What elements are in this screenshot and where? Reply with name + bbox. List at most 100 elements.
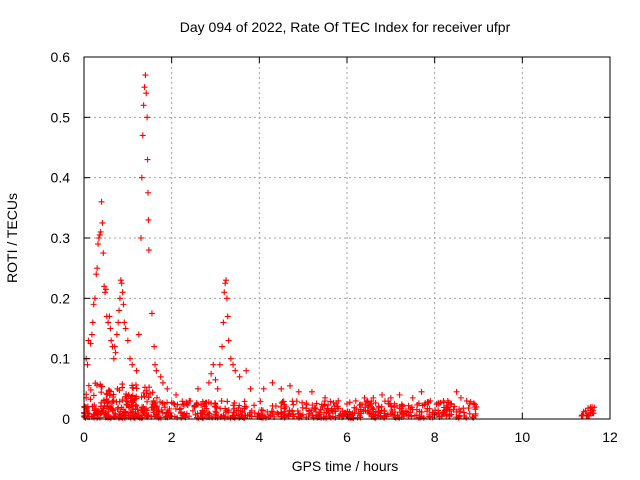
y-axis-label: ROTI / TECUs — [4, 193, 20, 283]
data-point — [144, 189, 151, 196]
data-point — [230, 361, 237, 368]
baseline-point — [103, 405, 110, 412]
data-point — [224, 313, 231, 320]
baseline-point — [313, 400, 320, 407]
axis-ticks — [83, 56, 611, 420]
data-point — [335, 397, 342, 404]
data-point — [116, 307, 123, 314]
baseline-point — [201, 411, 208, 418]
grid-layer — [84, 57, 610, 419]
baseline-point — [141, 410, 148, 417]
data-point — [113, 331, 120, 338]
baseline-point — [378, 403, 385, 410]
data-point — [186, 397, 193, 404]
baseline-point — [403, 407, 410, 414]
data-point — [436, 400, 443, 407]
baseline-point — [463, 397, 470, 404]
baseline-point — [152, 403, 159, 410]
y-tick-labels: 0 0.1 0.2 0.3 0.4 0.5 0.6 — [51, 49, 71, 427]
data-point — [232, 367, 239, 374]
baseline-point — [93, 405, 100, 412]
baseline-point — [224, 398, 231, 405]
baseline-point — [285, 412, 292, 419]
baseline-point — [155, 408, 162, 415]
data-point — [108, 337, 115, 344]
data-point — [96, 231, 103, 238]
baseline-point — [450, 406, 457, 413]
baseline-point — [254, 413, 261, 420]
baseline-point — [435, 399, 442, 406]
baseline-point — [391, 404, 398, 411]
baseline-point — [258, 406, 265, 413]
baseline-point — [261, 413, 268, 420]
data-point — [387, 394, 394, 401]
baseline-point — [98, 383, 105, 390]
data-point — [93, 271, 100, 278]
x-tick-label: 4 — [255, 429, 263, 445]
y-tick-label: 0.6 — [51, 49, 71, 65]
data-point — [142, 72, 149, 79]
data-point — [95, 241, 102, 248]
baseline-point — [281, 405, 288, 412]
baseline-point — [392, 408, 399, 415]
data-point — [144, 114, 151, 121]
baseline-point — [444, 404, 451, 411]
data-point — [135, 331, 142, 338]
data-point — [129, 361, 136, 368]
baseline-point — [364, 407, 371, 414]
baseline-point — [110, 398, 117, 405]
baseline-point — [257, 398, 264, 405]
baseline-point — [181, 401, 188, 408]
baseline-point — [313, 412, 320, 419]
x-tick-label: 12 — [602, 429, 618, 445]
data-point — [145, 216, 152, 223]
baseline-point — [125, 391, 132, 398]
baseline-point — [105, 413, 112, 420]
baseline-point — [387, 400, 394, 407]
data-point — [90, 301, 97, 308]
baseline-point — [90, 392, 97, 399]
baseline-point — [289, 398, 296, 405]
baseline-point — [278, 409, 285, 416]
data-point — [236, 373, 243, 380]
baseline-point — [141, 393, 148, 400]
data-point — [94, 265, 101, 272]
baseline-point — [180, 401, 187, 408]
baseline-point — [579, 412, 586, 419]
data-point — [227, 355, 234, 362]
data-point — [120, 301, 127, 308]
baseline-point — [200, 414, 207, 421]
data-point — [139, 132, 146, 139]
baseline-point — [212, 403, 219, 410]
x-tick-label: 6 — [343, 429, 351, 445]
y-tick-label: 0.3 — [51, 230, 71, 246]
baseline-point — [451, 403, 458, 410]
baseline-point — [349, 411, 356, 418]
data-point — [145, 247, 152, 254]
chart-title: Day 094 of 2022, Rate Of TEC Index for r… — [180, 19, 511, 35]
x-axis-label: GPS time / hours — [292, 458, 399, 474]
baseline-point — [157, 414, 164, 421]
baseline-point — [399, 403, 406, 410]
baseline-point — [138, 407, 145, 414]
baseline-point — [149, 389, 156, 396]
baseline-point — [161, 404, 168, 411]
y-tick-label: 0.1 — [51, 351, 71, 367]
y-tick-label: 0.5 — [51, 109, 71, 125]
baseline-point — [331, 403, 338, 410]
baseline-point — [441, 410, 448, 417]
data-point — [97, 228, 104, 235]
baseline-point — [209, 414, 216, 421]
data-point — [222, 280, 229, 287]
data-point — [88, 331, 95, 338]
baseline-point — [144, 398, 151, 405]
baseline-point — [381, 412, 388, 419]
data-point — [115, 319, 122, 326]
baseline-point — [246, 412, 253, 419]
baseline-point — [83, 405, 90, 412]
data-point — [466, 400, 473, 407]
baseline-point — [317, 406, 324, 413]
data-point — [457, 394, 464, 401]
baseline-point — [351, 404, 358, 411]
data-point — [269, 379, 276, 386]
